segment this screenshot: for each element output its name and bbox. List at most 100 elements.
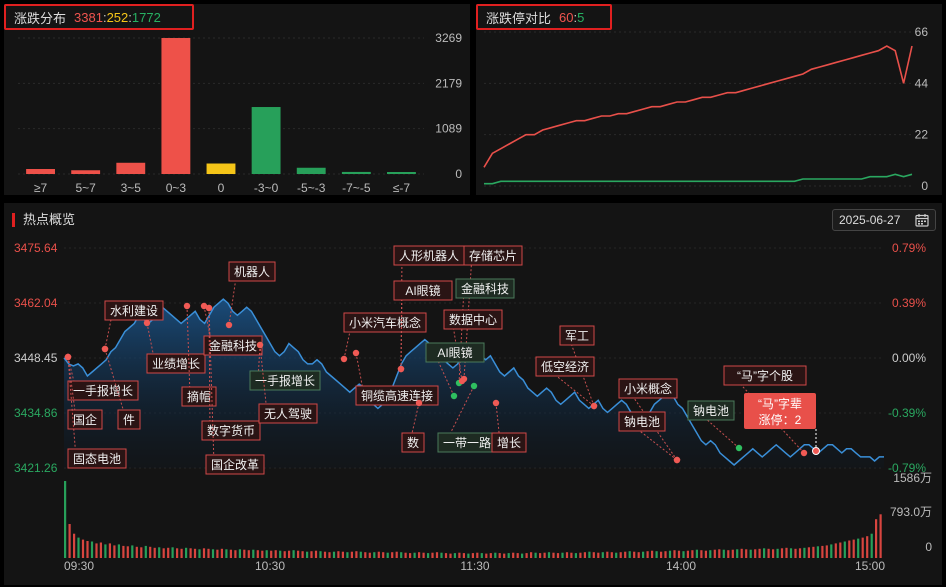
annotation-box bbox=[618, 378, 678, 399]
volume-bar bbox=[763, 548, 766, 558]
volume-bar bbox=[113, 545, 116, 558]
annotation-label: “马”字个股 bbox=[737, 368, 793, 383]
volume-bar bbox=[767, 548, 770, 558]
annotation-box bbox=[455, 278, 515, 299]
volume-bar bbox=[117, 544, 120, 558]
annotation-point bbox=[458, 377, 466, 385]
volume-bar bbox=[588, 551, 591, 558]
x-tick-label: 5~7 bbox=[75, 181, 96, 195]
volume-bar bbox=[108, 543, 111, 558]
volume-bar bbox=[583, 552, 586, 558]
bar bbox=[26, 169, 55, 174]
volume-bar bbox=[498, 553, 501, 558]
annotation-box bbox=[559, 325, 595, 346]
volume-bar bbox=[81, 539, 85, 558]
intraday-index-chart[interactable]: 3475.64 0.79% 3462.04 0.39% 3448.45 0.00% 3434… bbox=[4, 203, 942, 585]
annotation-label: 机器人 bbox=[234, 265, 270, 279]
volume-bar bbox=[413, 552, 416, 558]
volume-bar bbox=[274, 550, 277, 558]
volume-bar bbox=[247, 550, 250, 558]
annotation-box bbox=[201, 420, 261, 441]
y-tick-label: 1089 bbox=[435, 122, 462, 136]
highlight-box bbox=[744, 393, 816, 429]
annotation-point bbox=[64, 353, 72, 361]
volume-bar bbox=[328, 552, 331, 558]
volume-bar bbox=[807, 547, 810, 558]
volume-bar bbox=[256, 550, 259, 558]
volume-bar bbox=[794, 548, 797, 558]
volume-bar bbox=[534, 552, 537, 558]
volume-bar bbox=[359, 551, 362, 558]
annotation-box bbox=[443, 309, 503, 330]
x-tick-label: 10:30 bbox=[255, 559, 285, 573]
annotation-label: 数 bbox=[407, 435, 419, 450]
volume-bar bbox=[202, 548, 206, 558]
annotation-label: 国企改革 bbox=[211, 457, 259, 472]
volume-bar bbox=[216, 549, 219, 558]
x-tick-label: ≤-7 bbox=[393, 181, 411, 195]
date-picker-button[interactable]: 2025-06-27 bbox=[832, 209, 936, 231]
x-tick-label: ≥7 bbox=[34, 181, 48, 195]
annotation-point bbox=[673, 456, 681, 464]
volume-bar bbox=[238, 549, 241, 558]
annotation-label: AI眼镜 bbox=[437, 345, 472, 360]
volume-bar bbox=[825, 545, 828, 558]
annotation-label: 一手报增长 bbox=[73, 383, 133, 398]
highlight-line1: “马”字辈 bbox=[758, 396, 802, 411]
volume-bar bbox=[789, 548, 793, 558]
volume-bar bbox=[521, 553, 524, 558]
volume-bar bbox=[310, 551, 313, 558]
annotation-label: 军工 bbox=[565, 329, 589, 343]
separator: : bbox=[128, 9, 132, 25]
annotation-label: 人形机器人 bbox=[399, 249, 459, 263]
volume-bar bbox=[158, 547, 161, 558]
series-line bbox=[483, 45, 913, 168]
annotation-box bbox=[67, 380, 139, 401]
volume-bar bbox=[301, 551, 304, 558]
annotation-box bbox=[258, 403, 318, 424]
bar bbox=[296, 167, 326, 174]
volume-bar bbox=[628, 551, 631, 558]
volume-bar bbox=[292, 550, 295, 558]
volume-bar bbox=[422, 552, 425, 558]
volume-bar bbox=[646, 551, 649, 558]
volume-bar bbox=[731, 549, 734, 558]
volume-bar bbox=[879, 514, 882, 558]
volume-bar bbox=[830, 544, 833, 558]
annotation-box bbox=[117, 409, 141, 430]
highlight-line2: 涨停：2 bbox=[759, 412, 802, 427]
volume-bar bbox=[279, 550, 282, 558]
volume-bar bbox=[153, 547, 156, 558]
volume-bar bbox=[539, 553, 542, 558]
annotation-point bbox=[205, 304, 213, 312]
x-tick-label: 09:30 bbox=[64, 559, 94, 573]
volume-bar bbox=[476, 552, 479, 558]
volume-bar bbox=[682, 551, 685, 558]
volume-bar bbox=[709, 550, 712, 558]
volume-bar bbox=[409, 553, 412, 558]
annotation-point bbox=[352, 349, 360, 357]
annotation-point bbox=[735, 444, 743, 452]
volume-bar bbox=[86, 541, 89, 558]
annotation-point bbox=[225, 321, 233, 329]
volume-bar bbox=[592, 552, 595, 558]
volume-bar bbox=[73, 533, 76, 558]
volume-bar bbox=[122, 545, 125, 558]
volume-bar bbox=[848, 540, 851, 558]
volume-bar bbox=[834, 543, 837, 558]
annotation-box bbox=[535, 356, 595, 377]
volume-bar bbox=[637, 552, 640, 558]
separator: : bbox=[573, 9, 578, 25]
bar bbox=[116, 162, 146, 174]
y-right-tick-label: 0.79% bbox=[892, 241, 926, 255]
annotation-label: 固态电池 bbox=[73, 452, 121, 466]
y-left-tick-label: 3462.04 bbox=[14, 296, 58, 310]
volume-bar bbox=[306, 551, 309, 558]
volume-bar bbox=[660, 551, 663, 558]
volume-bar bbox=[754, 549, 757, 558]
volume-bar bbox=[149, 546, 152, 558]
volume-tick-label: 1586万 bbox=[893, 471, 932, 485]
volume-bar bbox=[866, 536, 869, 558]
hot-overview-title: 热点概览 bbox=[12, 213, 75, 227]
annotation-leader bbox=[67, 356, 77, 459]
